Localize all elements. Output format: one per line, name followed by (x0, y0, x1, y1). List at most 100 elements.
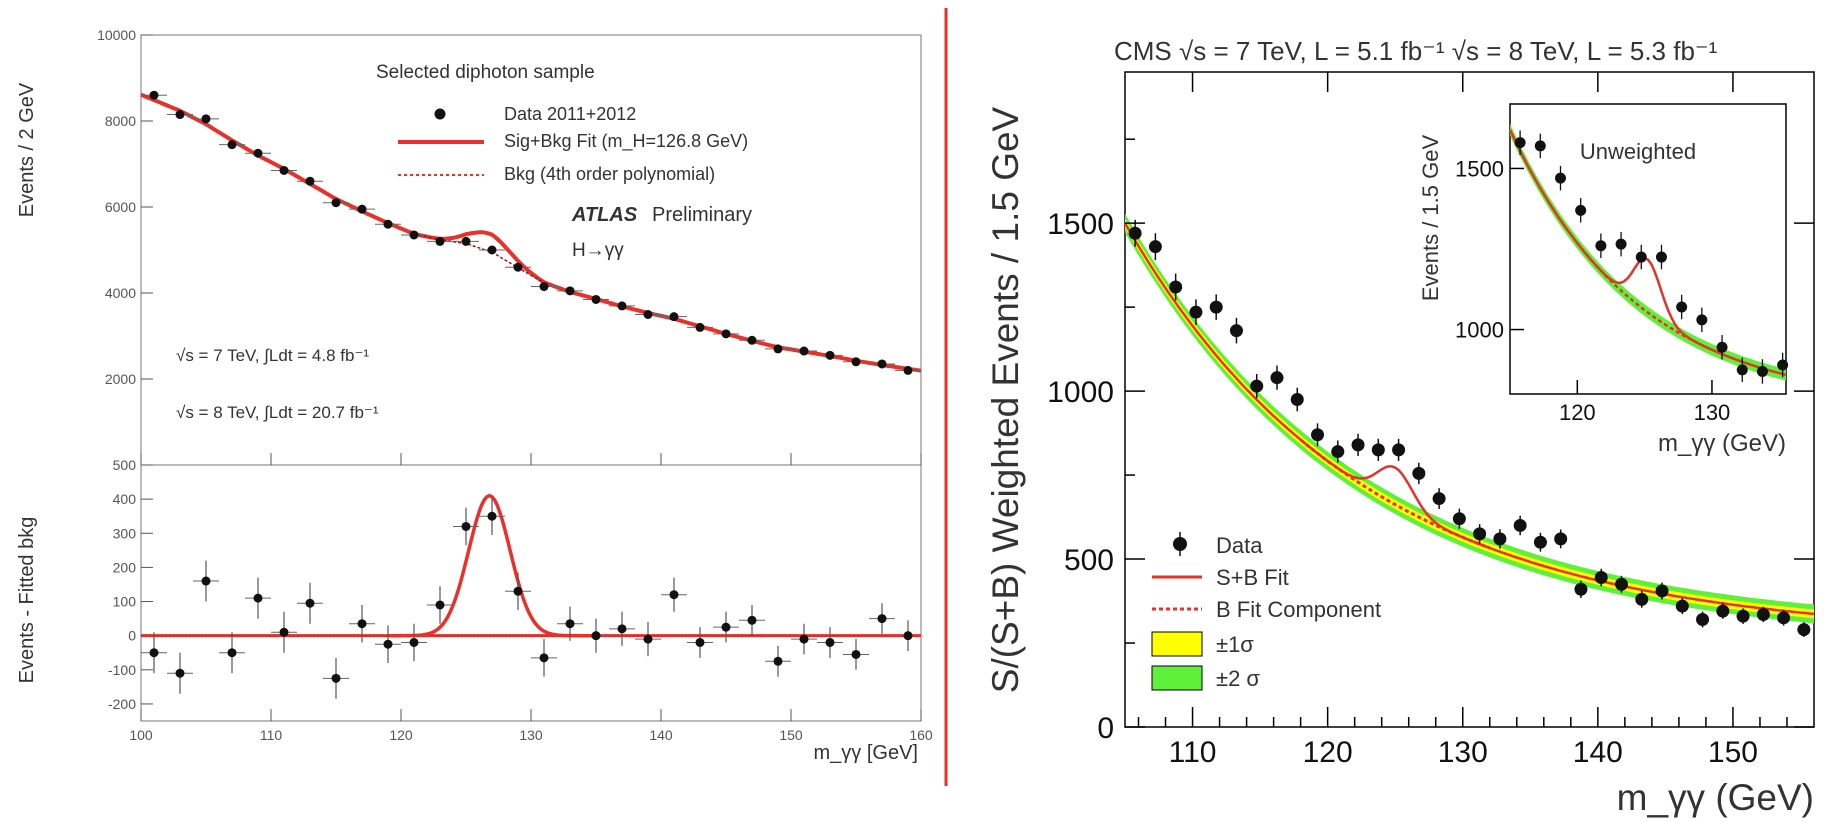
cms-legend-band1-swatch (1151, 631, 1203, 657)
atlas-top-point (461, 236, 471, 246)
atlas-xtick-label: 100 (129, 727, 153, 743)
cms-inset-point (1716, 341, 1728, 353)
atlas-top-ytick-label: 4000 (105, 285, 136, 301)
cms-point (1614, 577, 1628, 591)
cms-xtick-label: 130 (1438, 736, 1488, 769)
atlas-top-y-ticks: 2000 4000 6000 8000 10000 (97, 27, 153, 387)
cms-legend-band2-label: ±2 σ (1216, 666, 1260, 691)
atlas-bottom-point (435, 600, 445, 610)
cms-point (1169, 280, 1183, 294)
atlas-bottom-ytick-label: -200 (108, 696, 136, 712)
atlas-top-point (487, 245, 497, 255)
atlas-y-label-top: Events / 2 GeV (16, 82, 38, 217)
atlas-top-point (877, 359, 887, 369)
atlas-top-point (513, 262, 523, 272)
atlas-bottom-point (643, 634, 653, 644)
atlas-top-point (149, 90, 159, 100)
cms-point (1189, 305, 1203, 319)
atlas-preliminary-label: Preliminary (652, 204, 752, 226)
cms-point (1513, 518, 1527, 532)
atlas-bottom-point (201, 576, 211, 586)
atlas-top-data-points (141, 90, 921, 375)
cms-ytick-label: 500 (1064, 544, 1114, 577)
atlas-bottom-fit-curves (141, 493, 921, 638)
atlas-bottom-point (513, 586, 523, 596)
atlas-bottom-point (461, 521, 471, 531)
cms-point (1675, 599, 1689, 613)
atlas-bottom-y-ticks: -200 -100 0 100 200 300 400 500 (108, 457, 153, 712)
atlas-top-point (539, 282, 549, 292)
cms-legend-band1-label: ±1σ (1216, 632, 1254, 657)
cms-point (1554, 532, 1568, 546)
cms-frame (1124, 71, 1815, 728)
atlas-top-point (747, 335, 757, 345)
cms-point (1412, 466, 1426, 480)
atlas-top-ytick-label: 10000 (97, 27, 136, 43)
atlas-legend-bkg-label: Bkg (4th order polynomial) (504, 164, 715, 184)
cms-inset-y-ticks: 1000 1500 (1455, 156, 1524, 343)
atlas-x-ticks: 100 110 120 130 140 150 160 (129, 453, 933, 743)
cms-inset-point (1736, 364, 1748, 376)
atlas-y-label-bottom: Events - Fitted bkg (16, 517, 38, 684)
cms-inset-point (1777, 359, 1789, 371)
atlas-top-point (409, 230, 419, 240)
atlas-bottom-point (695, 637, 705, 647)
cms-inset-ytick-label: 1500 (1455, 156, 1504, 181)
cms-ytick-label: 1500 (1047, 208, 1114, 241)
atlas-bottom-point (877, 614, 887, 624)
atlas-bottom-point (279, 627, 289, 637)
cms-data-points (1128, 219, 1811, 637)
atlas-top-point (825, 350, 835, 360)
atlas-channel-label: H→γγ (572, 240, 624, 261)
cms-point (1716, 604, 1730, 618)
atlas-top-bkg-curve (413, 233, 545, 284)
atlas-top-point (357, 204, 367, 214)
cms-point (1493, 532, 1507, 546)
atlas-bottom-ytick-label: -100 (108, 662, 136, 678)
atlas-bottom-point (773, 656, 783, 666)
cms-point (1756, 607, 1770, 621)
atlas-bottom-point (383, 639, 393, 649)
cms-inset-fit-curves (1508, 124, 1787, 381)
cms-point (1777, 611, 1791, 625)
cms-legend-data-label: Data (1216, 533, 1263, 558)
atlas-bottom-point (903, 631, 913, 641)
cms-inset-frame (1509, 103, 1787, 395)
atlas-title: Selected diphoton sample (376, 62, 595, 83)
atlas-top-point (383, 219, 393, 229)
atlas-top-point (227, 140, 237, 150)
cms-point (1209, 300, 1223, 314)
atlas-top-point (903, 365, 913, 375)
atlas-bottom-point (591, 631, 601, 641)
atlas-bottom-signal-curve (388, 493, 596, 638)
atlas-bottom-point (149, 648, 159, 658)
cms-inset-point (1676, 301, 1688, 313)
atlas-top-ytick-label: 2000 (105, 371, 136, 387)
cms-inset-point (1514, 137, 1526, 149)
atlas-xtick-label: 120 (389, 727, 413, 743)
atlas-panel: 2000 4000 6000 8000 10000 -200 -100 0 100 200 300… (16, 27, 933, 764)
atlas-legend-data-label: Data 2011+2012 (504, 104, 636, 124)
cms-x-ticks: 110 120 130 140 150 (1137, 72, 1788, 769)
cms-point (1311, 428, 1325, 442)
cms-xtick-label: 140 (1573, 736, 1623, 769)
atlas-xtick-label: 160 (909, 727, 933, 743)
cms-fit-curve (1123, 222, 1815, 616)
atlas-top-frame (140, 34, 922, 466)
cms-inset-point (1554, 172, 1566, 184)
atlas-top-point (435, 236, 445, 246)
atlas-energy-7: √s = 7 TeV, ∫Ldt = 4.8 fb⁻¹ (176, 346, 369, 365)
atlas-bottom-point (487, 511, 497, 521)
atlas-bottom-point (721, 622, 731, 632)
cms-point (1229, 324, 1243, 338)
atlas-top-point (721, 329, 731, 339)
atlas-top-point (591, 294, 601, 304)
atlas-experiment-label: ATLAS (571, 204, 638, 226)
cms-inset-title: Unweighted (1580, 139, 1696, 164)
cms-inset-point (1615, 238, 1627, 250)
atlas-xtick-label: 130 (519, 727, 543, 743)
atlas-bottom-point (669, 590, 679, 600)
cms-band-1sigma (1125, 218, 1814, 619)
cms-point (1574, 582, 1588, 596)
